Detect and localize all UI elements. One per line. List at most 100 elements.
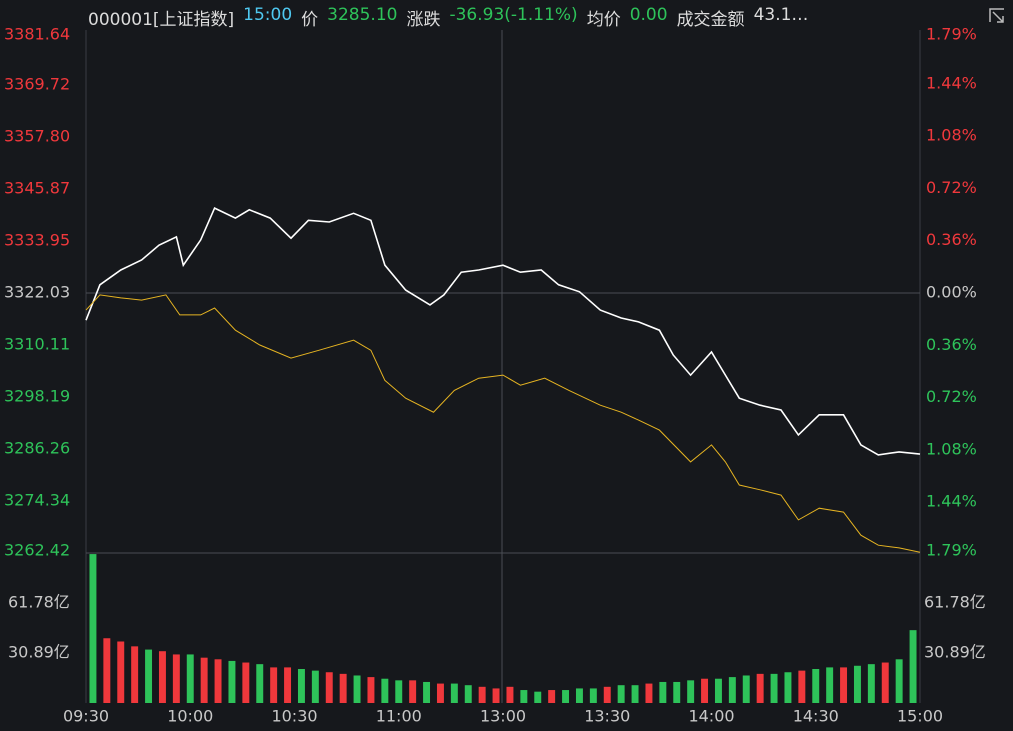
volume-bar — [909, 630, 917, 703]
expand-icon[interactable] — [989, 8, 1004, 23]
volume-bar — [659, 681, 667, 703]
y-tick-label: 3333.95 — [4, 231, 70, 250]
volume-bar — [325, 672, 333, 703]
volume-bar — [714, 678, 722, 703]
header-item: 000001[上证指数] — [88, 10, 235, 30]
expand-icon-path — [989, 8, 1004, 23]
volume-bar — [492, 688, 500, 703]
volume-bar — [450, 683, 458, 703]
y-tick-label: 3262.42 — [4, 541, 70, 560]
volume-bar — [589, 688, 597, 703]
volume-bar — [756, 673, 764, 703]
volume-bar — [186, 654, 194, 703]
volume-bar — [270, 667, 278, 703]
header-item: 均价 — [586, 10, 621, 30]
volume-bar — [575, 688, 583, 703]
volume-bar — [520, 690, 528, 703]
volume-bar — [673, 681, 681, 703]
x-tick-label: 09:30 — [63, 707, 109, 726]
y2-tick-label: 1.79% — [926, 25, 977, 44]
volume-bar — [103, 638, 111, 703]
y-tick-label: 3286.26 — [4, 439, 70, 458]
volume-bar — [200, 657, 208, 703]
header-item: 涨跌 — [406, 10, 441, 30]
volume-bar — [631, 685, 639, 703]
y2-tick-label: 0.00% — [926, 283, 977, 302]
volume-bar — [311, 670, 319, 703]
x-tick-label: 15:00 — [897, 707, 943, 726]
volume-bar — [395, 680, 403, 703]
volume-bar — [881, 662, 889, 703]
volume-bar — [840, 667, 848, 703]
x-tick-label: 13:00 — [480, 707, 526, 726]
volume-bar — [145, 649, 153, 703]
volume-bar — [812, 669, 820, 703]
x-tick-label: 13:30 — [584, 707, 630, 726]
header-item: 价 — [301, 10, 319, 30]
volume-bar — [534, 691, 542, 703]
y2-tick-label: 0.72% — [926, 178, 977, 197]
x-tick-label: 10:30 — [271, 707, 317, 726]
volume-bar — [853, 665, 861, 703]
volume-bar — [409, 680, 417, 703]
volume-bar — [242, 662, 250, 703]
y2-tick-label: 1.44% — [926, 492, 977, 511]
x-tick-label: 10:00 — [167, 707, 213, 726]
header-item: 15:00 — [243, 5, 293, 25]
volume-bar — [826, 667, 834, 703]
volume-bar — [353, 675, 361, 703]
volume-bar — [339, 673, 347, 703]
y-tick-label: 3345.87 — [4, 179, 70, 198]
y-tick-label: 3369.72 — [4, 74, 70, 93]
volume-bar — [131, 646, 139, 703]
volume-bar — [701, 678, 709, 703]
volume-bar — [728, 677, 736, 703]
volume-tick-label: 30.89亿 — [8, 643, 70, 662]
volume-bar — [548, 690, 556, 703]
volume-tick-label-right: 61.78亿 — [924, 593, 986, 612]
volume-bar — [436, 683, 444, 703]
volume-bar — [172, 654, 180, 703]
y2-tick-label: 1.08% — [926, 439, 977, 458]
volume-bar — [228, 660, 236, 703]
volume-bar — [603, 686, 611, 703]
volume-bar — [367, 677, 375, 703]
y2-tick-label: 0.72% — [926, 387, 977, 406]
volume-bar — [645, 683, 653, 703]
price-line — [85, 294, 921, 553]
volume-bar — [742, 675, 750, 703]
y-tick-label: 3310.11 — [4, 334, 70, 353]
volume-bar — [381, 678, 389, 703]
volume-bar — [214, 659, 222, 703]
volume-bar — [562, 690, 570, 703]
volume-tick-label: 61.78亿 — [8, 593, 70, 612]
header-item: -36.93(-1.11%) — [449, 5, 578, 25]
x-tick-label: 14:30 — [793, 707, 839, 726]
volume-bar — [617, 685, 625, 703]
volume-bar — [784, 672, 792, 703]
volume-bar — [506, 686, 514, 703]
y2-tick-label: 1.79% — [926, 541, 977, 560]
y2-tick-label: 1.44% — [926, 73, 977, 92]
x-tick-label: 14:00 — [688, 707, 734, 726]
y2-tick-label: 0.36% — [926, 230, 977, 249]
header-item: 0.00 — [629, 5, 668, 25]
volume-bar — [687, 680, 695, 703]
volume-tick-label-right: 30.89亿 — [924, 643, 986, 662]
y2-tick-label: 0.36% — [926, 335, 977, 354]
y2-tick-label: 1.08% — [926, 126, 977, 145]
header: 000001[上证指数] 15:00 价 3285.10 涨跌 -36.93(-1.11%… — [88, 5, 808, 30]
volume-bar — [478, 686, 486, 703]
volume-bar — [423, 681, 431, 703]
price-line — [85, 207, 921, 456]
y-tick-label: 3357.80 — [4, 126, 70, 145]
volume-bar — [117, 641, 125, 703]
volume-bar — [297, 669, 305, 703]
volume-bar — [158, 651, 166, 703]
volume-bar — [798, 670, 806, 703]
y-tick-label: 3274.34 — [4, 491, 70, 510]
x-tick-label: 11:00 — [376, 707, 422, 726]
volume-bar — [464, 685, 472, 703]
